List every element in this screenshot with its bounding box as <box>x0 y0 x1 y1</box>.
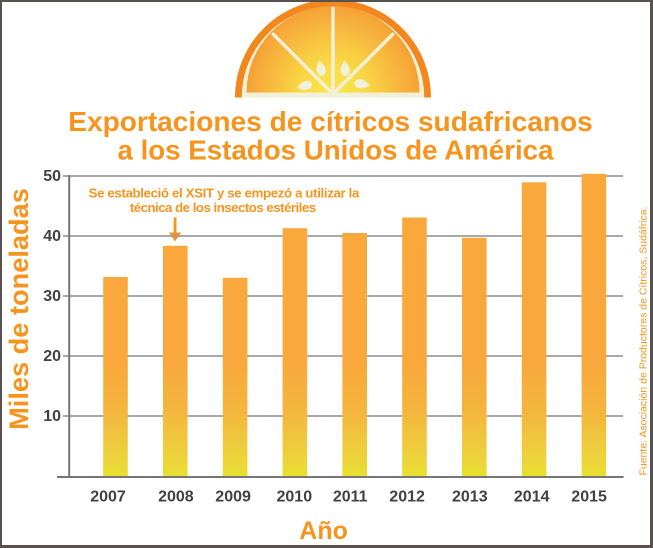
svg-text:a los Estados Unidos de Améric: a los Estados Unidos de América <box>118 135 555 166</box>
svg-text:2008: 2008 <box>158 489 194 506</box>
svg-text:2012: 2012 <box>389 489 425 506</box>
svg-text:Miles de toneladas: Miles de toneladas <box>3 188 34 430</box>
svg-text:10: 10 <box>43 408 61 425</box>
svg-text:2013: 2013 <box>452 489 488 506</box>
svg-text:Exportaciones de cítricos suda: Exportaciones de cítricos sudafricanos <box>68 106 593 137</box>
svg-text:40: 40 <box>43 228 61 245</box>
svg-text:2015: 2015 <box>571 489 607 506</box>
svg-text:2009: 2009 <box>215 489 251 506</box>
svg-text:2010: 2010 <box>277 489 313 506</box>
svg-text:2011: 2011 <box>333 489 368 506</box>
svg-text:Fuente: Asociación de Producto: Fuente: Asociación de Productores de Cít… <box>638 206 650 475</box>
svg-text:20: 20 <box>43 348 61 365</box>
svg-text:50: 50 <box>43 168 61 185</box>
svg-text:30: 30 <box>43 288 61 305</box>
svg-text:2007: 2007 <box>90 489 126 506</box>
svg-text:técnica de los insectos estéri: técnica de los insectos estériles <box>130 200 316 215</box>
svg-text:2014: 2014 <box>514 489 550 506</box>
svg-text:Año: Año <box>299 517 348 545</box>
svg-text:Se estableció el XSIT y se emp: Se estableció el XSIT y se empezó a util… <box>89 185 360 200</box>
